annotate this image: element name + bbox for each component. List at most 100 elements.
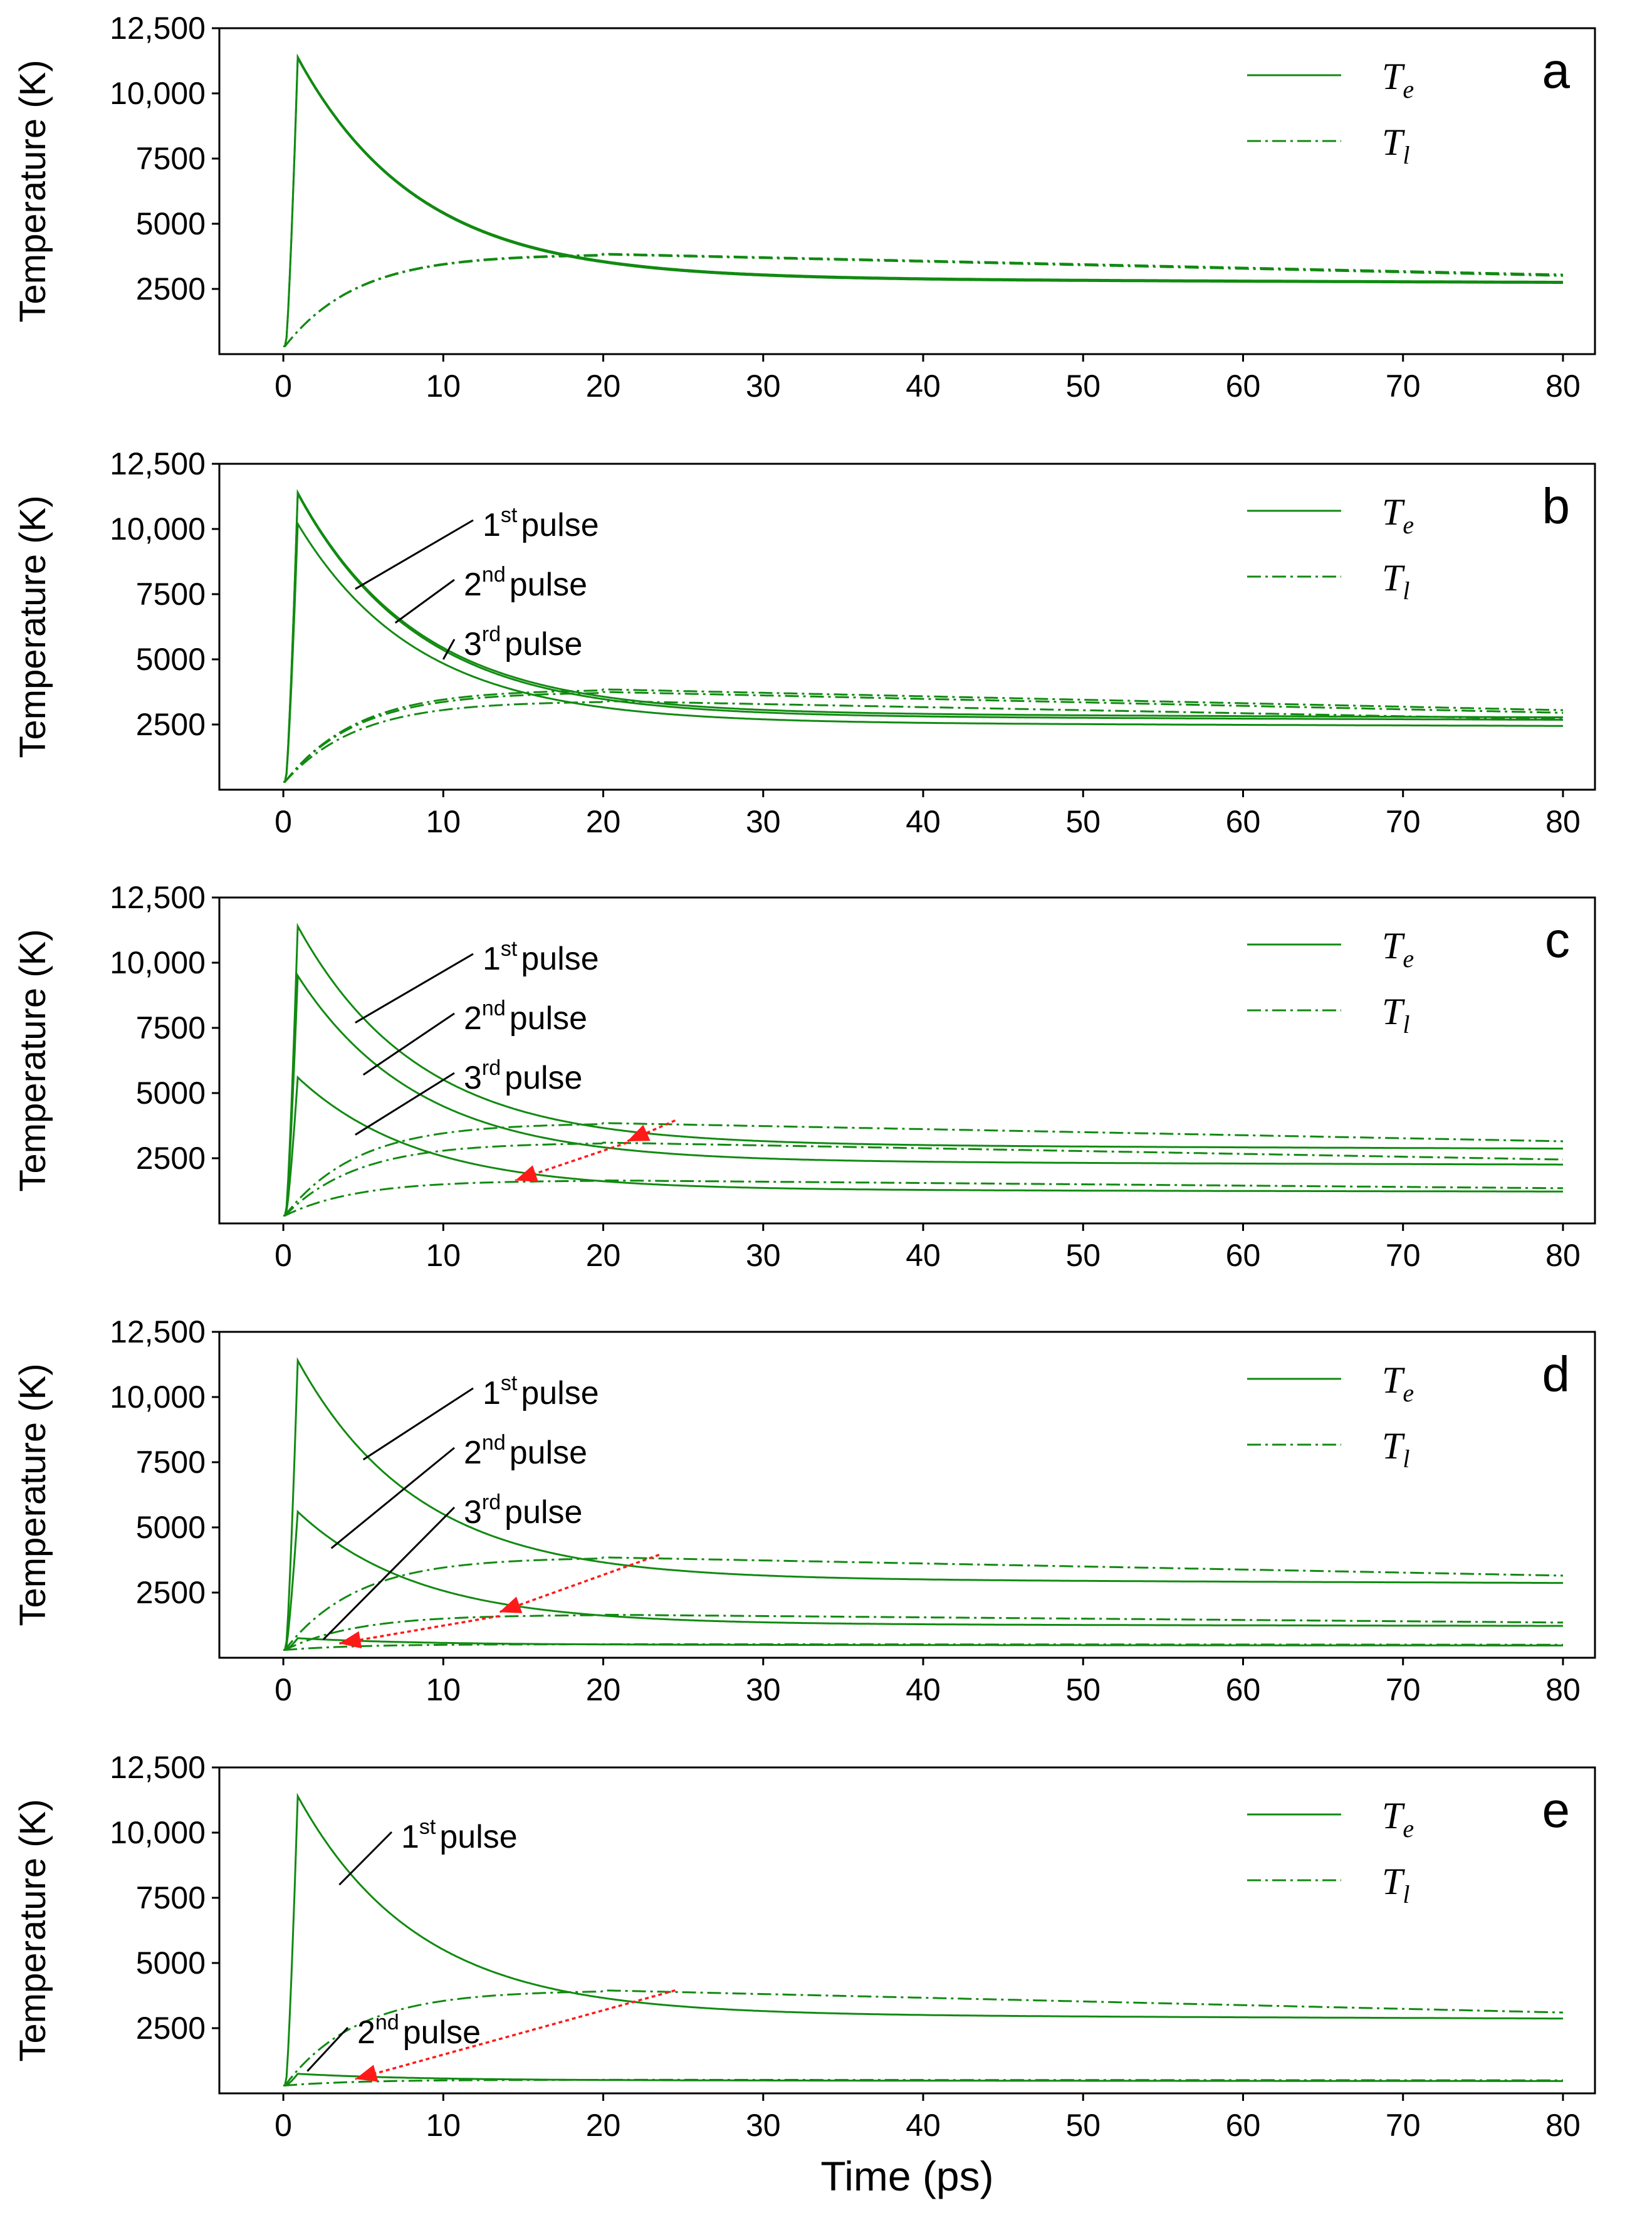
pulse-annotation: 2nd pulse: [464, 997, 587, 1037]
y-tick-label: 5000: [136, 206, 206, 241]
x-axis-label: Time (ps): [820, 2153, 993, 2199]
annotation-leader: [355, 1072, 455, 1136]
annotation-leader: [355, 519, 474, 590]
series-Tl-pulse-2: [283, 253, 1564, 347]
y-tick-label: 2500: [136, 2011, 206, 2046]
pulse-annotation: 3rd pulse: [464, 1490, 582, 1531]
x-tick-label: 50: [1065, 1238, 1100, 1273]
plot-frame: [218, 463, 1596, 791]
pulse-annotation: 2nd pulse: [464, 1431, 587, 1471]
y-axis-label: Temperature (K): [13, 495, 53, 758]
arrow-head: [499, 1596, 523, 1613]
x-tick-label: 50: [1065, 1672, 1100, 1707]
x-tick-label: 70: [1386, 369, 1421, 404]
pulse-annotation: 1st pulse: [483, 937, 599, 977]
y-tick-label: 7500: [136, 141, 206, 176]
pulse-annotation: 2nd pulse: [357, 2011, 481, 2051]
series-Te-pulse-1: [283, 1793, 1563, 2086]
series-Te-pulse-2: [283, 490, 1563, 783]
y-axis-label: Temperature (K): [13, 929, 53, 1191]
series-Te-pulse-1: [283, 923, 1563, 1217]
y-tick-label: 12,500: [110, 446, 206, 481]
series-Tl-pulse-2: [283, 1141, 1564, 1217]
y-tick-label: 10,000: [110, 1815, 206, 1850]
series-Tl-pulse-3: [283, 700, 1564, 783]
panel-b: 0 10 20 30 40 50 60 70 80 2500 5000 7500 10,000 12,50…: [13, 446, 1596, 839]
y-tick-label: 5000: [136, 1945, 206, 1981]
series-Tl-pulse-3: [283, 1179, 1563, 1217]
x-tick-label: 40: [906, 1672, 941, 1707]
x-tick-label: 30: [746, 369, 781, 404]
y-axis-label: Temperature (K): [13, 60, 53, 322]
y-tick-label: 7500: [136, 577, 206, 612]
plot-frame: [218, 1331, 1596, 1659]
y-tick-label: 12,500: [110, 880, 206, 915]
x-tick-label: 70: [1386, 1238, 1421, 1273]
y-tick-label: 12,500: [110, 11, 206, 46]
annotation-leader: [338, 1831, 393, 1886]
x-tick-label: 40: [906, 369, 941, 404]
annotation-leader: [330, 1447, 455, 1549]
panel-letter: a: [1542, 43, 1571, 98]
plot-frame: [218, 27, 1596, 355]
series-Te-pulse-1: [283, 53, 1564, 347]
x-tick-label: 40: [906, 804, 941, 839]
x-tick-label: 80: [1545, 2108, 1581, 2143]
plot-frame: [218, 1766, 1596, 2095]
x-tick-label: 60: [1226, 804, 1261, 839]
series-Te-pulse-3: [283, 520, 1563, 783]
x-tick-label: 50: [1065, 369, 1100, 404]
x-tick-label: 30: [746, 1672, 781, 1707]
series-Tl-pulse-1: [283, 1122, 1564, 1217]
series-Te-pulse-2: [283, 55, 1563, 347]
y-axis-label: Temperature (K): [13, 1799, 53, 2061]
plot-frame: [218, 896, 1596, 1225]
x-tick-label: 20: [586, 2108, 621, 2143]
legend-label-Tl: Tl: [1382, 122, 1410, 169]
transfer-arrow: [499, 1554, 660, 1613]
x-tick-label: 0: [274, 1238, 292, 1273]
pulse-annotation: 2nd pulse: [464, 563, 587, 603]
x-tick-label: 10: [426, 1238, 461, 1273]
series-Tl-pulse-2: [283, 691, 1564, 783]
x-tick-label: 80: [1545, 1238, 1581, 1273]
y-tick-label: 5000: [136, 642, 206, 677]
x-tick-label: 30: [746, 1238, 781, 1273]
x-tick-label: 80: [1545, 804, 1581, 839]
series-Te-pulse-3: [283, 1075, 1563, 1217]
pulse-annotation: 3rd pulse: [464, 622, 582, 662]
x-tick-label: 40: [906, 1238, 941, 1273]
y-tick-label: 10,000: [110, 76, 206, 111]
x-tick-label: 20: [586, 369, 621, 404]
arrow-head: [339, 1631, 362, 1649]
y-tick-label: 12,500: [110, 1314, 206, 1349]
x-tick-label: 70: [1386, 1672, 1421, 1707]
x-tick-label: 70: [1386, 2108, 1421, 2143]
y-tick-label: 10,000: [110, 1379, 206, 1415]
panel-letter: b: [1542, 478, 1571, 534]
panel-c: 0 10 20 30 40 50 60 70 80 2500 5000 7500 10,000 12,50…: [13, 880, 1596, 1273]
legend-label-Te: Te: [1382, 56, 1414, 103]
annotation-leader: [362, 1012, 455, 1076]
x-tick-label: 0: [274, 1672, 292, 1707]
arrow-head: [355, 2065, 379, 2082]
legend-label-Tl: Tl: [1382, 1425, 1410, 1473]
y-tick-label: 5000: [136, 1076, 206, 1111]
annotation-leader: [442, 639, 456, 660]
x-tick-label: 0: [274, 2108, 292, 2143]
panel-d: 0 10 20 30 40 50 60 70 80 2500 5000 7500 10,000 12,50…: [13, 1314, 1596, 1707]
pulse-annotation: 1st pulse: [483, 503, 599, 543]
series-Te-pulse-2: [283, 972, 1563, 1217]
y-tick-label: 12,500: [110, 1750, 206, 1785]
panel-e: 0 10 20 30 40 50 60 70 80 2500 5000 7500 10,000 12,50…: [13, 1750, 1596, 2199]
panel-letter: d: [1542, 1346, 1571, 1402]
y-axis-label: Temperature (K): [13, 1363, 53, 1626]
panel-letter: c: [1545, 912, 1570, 968]
x-tick-label: 10: [426, 804, 461, 839]
y-tick-label: 5000: [136, 1510, 206, 1545]
arrow-head: [627, 1124, 651, 1141]
y-tick-label: 7500: [136, 1445, 206, 1480]
x-tick-label: 0: [274, 369, 292, 404]
arrow-head: [515, 1165, 538, 1182]
